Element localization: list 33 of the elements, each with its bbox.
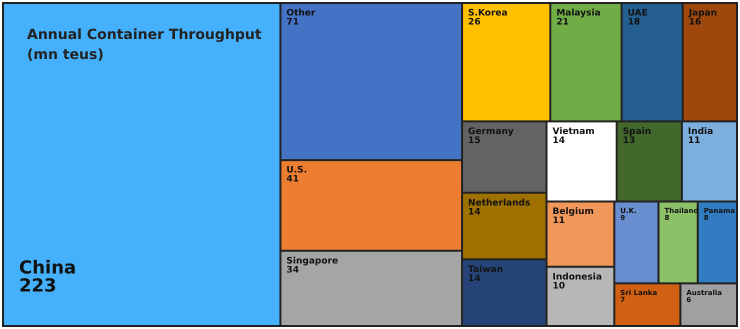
data-label: 71 xyxy=(286,18,299,28)
category-label: Malaysia xyxy=(556,8,601,18)
category-label: UAE xyxy=(628,8,648,18)
text: Annual Container Throughput (mn teus) xyxy=(27,27,262,63)
category-label: Taiwan xyxy=(468,264,503,275)
data-label: 14 xyxy=(552,136,566,146)
data-label: 11 xyxy=(552,216,566,226)
category-label: Japan xyxy=(688,8,718,18)
data-label: 18 xyxy=(628,18,640,28)
data-label: 10 xyxy=(552,281,566,292)
data-label: 14 xyxy=(468,274,481,284)
category-label: China xyxy=(19,258,76,278)
data-label: 16 xyxy=(688,18,702,28)
category-label: Indonesia xyxy=(552,272,602,282)
category-label: Other xyxy=(286,8,316,18)
category-label: U.S. xyxy=(286,166,308,176)
data-label: 26 xyxy=(468,18,481,28)
data-label: 41 xyxy=(286,174,299,185)
data-label: 13 xyxy=(622,136,636,146)
data-label: 223 xyxy=(19,276,57,296)
data-label: 14 xyxy=(468,207,481,218)
category-label: Spain xyxy=(622,126,652,137)
category-label: Belgium xyxy=(552,207,594,218)
data-label: 21 xyxy=(556,18,569,28)
category-label: Vietnam xyxy=(552,126,595,137)
data-label: 15 xyxy=(468,136,481,146)
category-label: Singapore xyxy=(286,256,338,266)
data-label: 34 xyxy=(286,265,299,276)
category-label: S.Korea xyxy=(468,8,508,18)
category-label: Germany xyxy=(468,126,514,137)
data-label: 11 xyxy=(688,136,700,146)
category-label: India xyxy=(688,126,714,137)
category-label: Netherlands xyxy=(468,198,530,208)
